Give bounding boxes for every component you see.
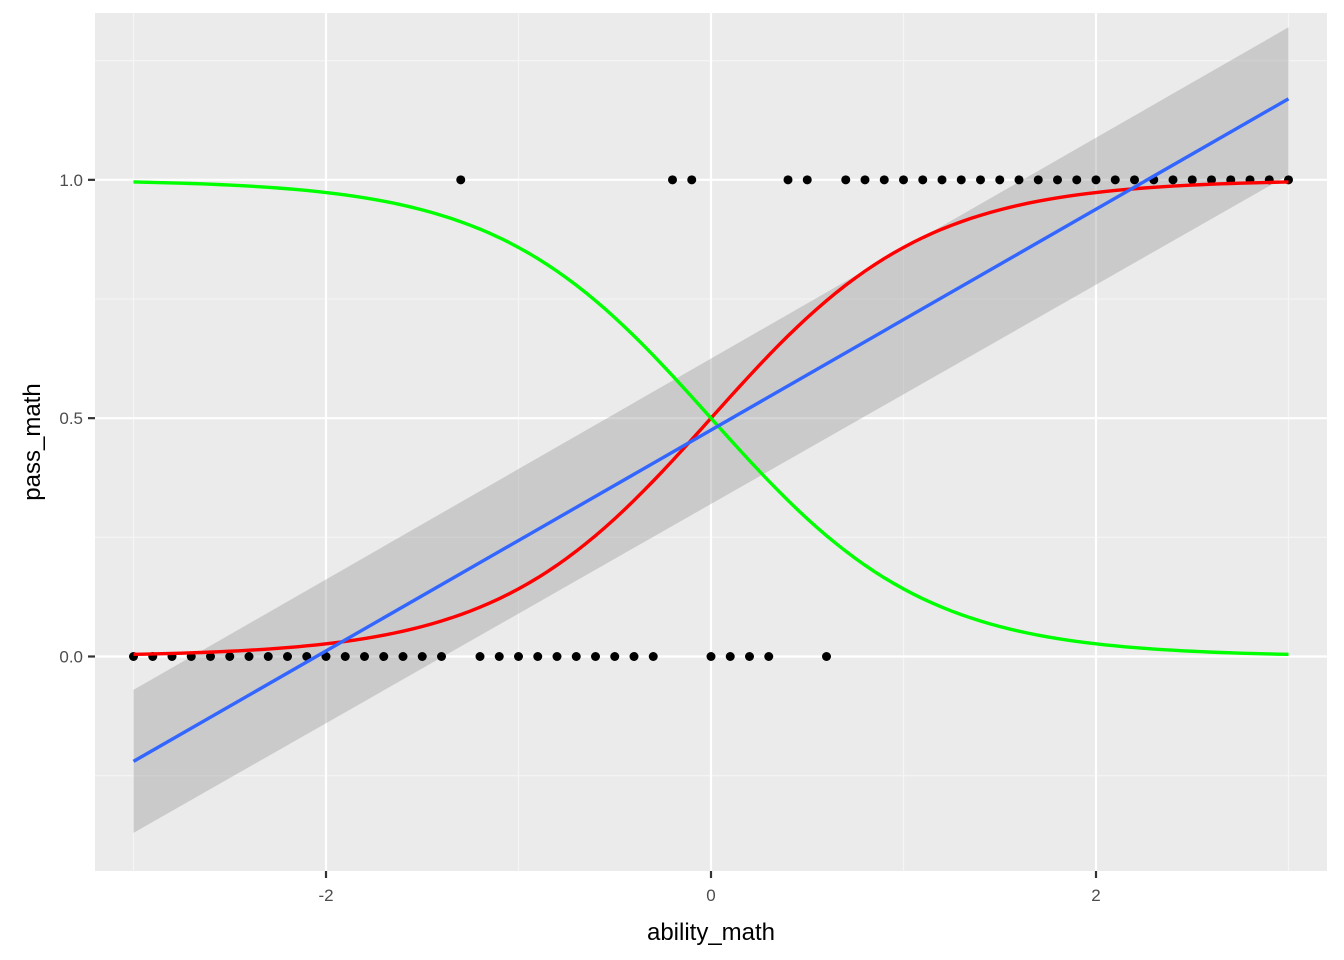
- data-point: [822, 652, 831, 661]
- data-point: [610, 652, 620, 661]
- data-point: [283, 652, 292, 661]
- x-axis-title: ability_math: [647, 919, 775, 946]
- data-points: [129, 175, 1293, 661]
- data-point: [398, 652, 408, 661]
- x-axis: -2 0 2: [318, 871, 1101, 905]
- data-point: [860, 175, 870, 185]
- data-point: [263, 652, 273, 661]
- data-point: [1091, 175, 1101, 185]
- fit-lines: [132, 97, 1290, 763]
- linear-fit-line: [132, 97, 1290, 763]
- data-point: [668, 175, 677, 185]
- y-axis-tick-label: 1.0: [59, 171, 83, 190]
- data-point: [1168, 175, 1178, 185]
- data-point: [206, 652, 215, 661]
- data-point: [1110, 175, 1120, 185]
- data-point: [648, 652, 658, 661]
- data-point: [533, 652, 543, 661]
- data-point: [321, 652, 331, 661]
- data-point: [783, 175, 793, 185]
- data-point: [379, 652, 389, 661]
- data-point: [802, 175, 812, 185]
- data-point: [475, 652, 485, 661]
- y-axis-tick-label: 0.5: [59, 409, 83, 428]
- data-point: [706, 652, 716, 661]
- data-point: [417, 652, 427, 661]
- data-point: [687, 175, 697, 185]
- data-point: [1207, 175, 1216, 185]
- data-point: [1033, 175, 1043, 185]
- data-point: [629, 652, 639, 661]
- data-point: [244, 652, 254, 661]
- data-point: [360, 652, 369, 661]
- data-point: [725, 652, 735, 661]
- data-point: [591, 652, 600, 661]
- data-point: [879, 175, 889, 185]
- data-point: [937, 175, 947, 185]
- data-point: [1130, 175, 1139, 185]
- x-axis-tick-label: -2: [318, 886, 333, 905]
- data-point: [494, 652, 504, 661]
- inverse-logistic-line: [133, 180, 1289, 657]
- data-point: [456, 175, 466, 185]
- data-point: [571, 652, 581, 661]
- y-axis-title: pass_math: [19, 383, 46, 500]
- data-point: [514, 652, 523, 661]
- data-point: [437, 652, 446, 661]
- data-point: [956, 175, 966, 185]
- grid-major: [95, 13, 1327, 871]
- data-point: [1187, 175, 1197, 185]
- x-axis-tick-label: 0: [706, 886, 715, 905]
- data-point: [745, 652, 754, 661]
- data-point: [1014, 175, 1024, 185]
- data-point: [995, 175, 1005, 185]
- data-point: [764, 652, 774, 661]
- data-point: [1072, 175, 1082, 185]
- data-point: [899, 175, 908, 185]
- y-axis-tick-label: 0.0: [59, 648, 83, 667]
- data-point: [976, 175, 985, 185]
- data-point: [552, 652, 562, 661]
- data-point: [841, 175, 851, 185]
- data-point: [1053, 175, 1062, 185]
- data-point: [918, 175, 928, 185]
- y-axis: 0.0 0.5 1.0: [59, 171, 95, 667]
- data-point: [340, 652, 350, 661]
- data-point: [225, 652, 235, 661]
- x-axis-tick-label: 2: [1091, 886, 1100, 905]
